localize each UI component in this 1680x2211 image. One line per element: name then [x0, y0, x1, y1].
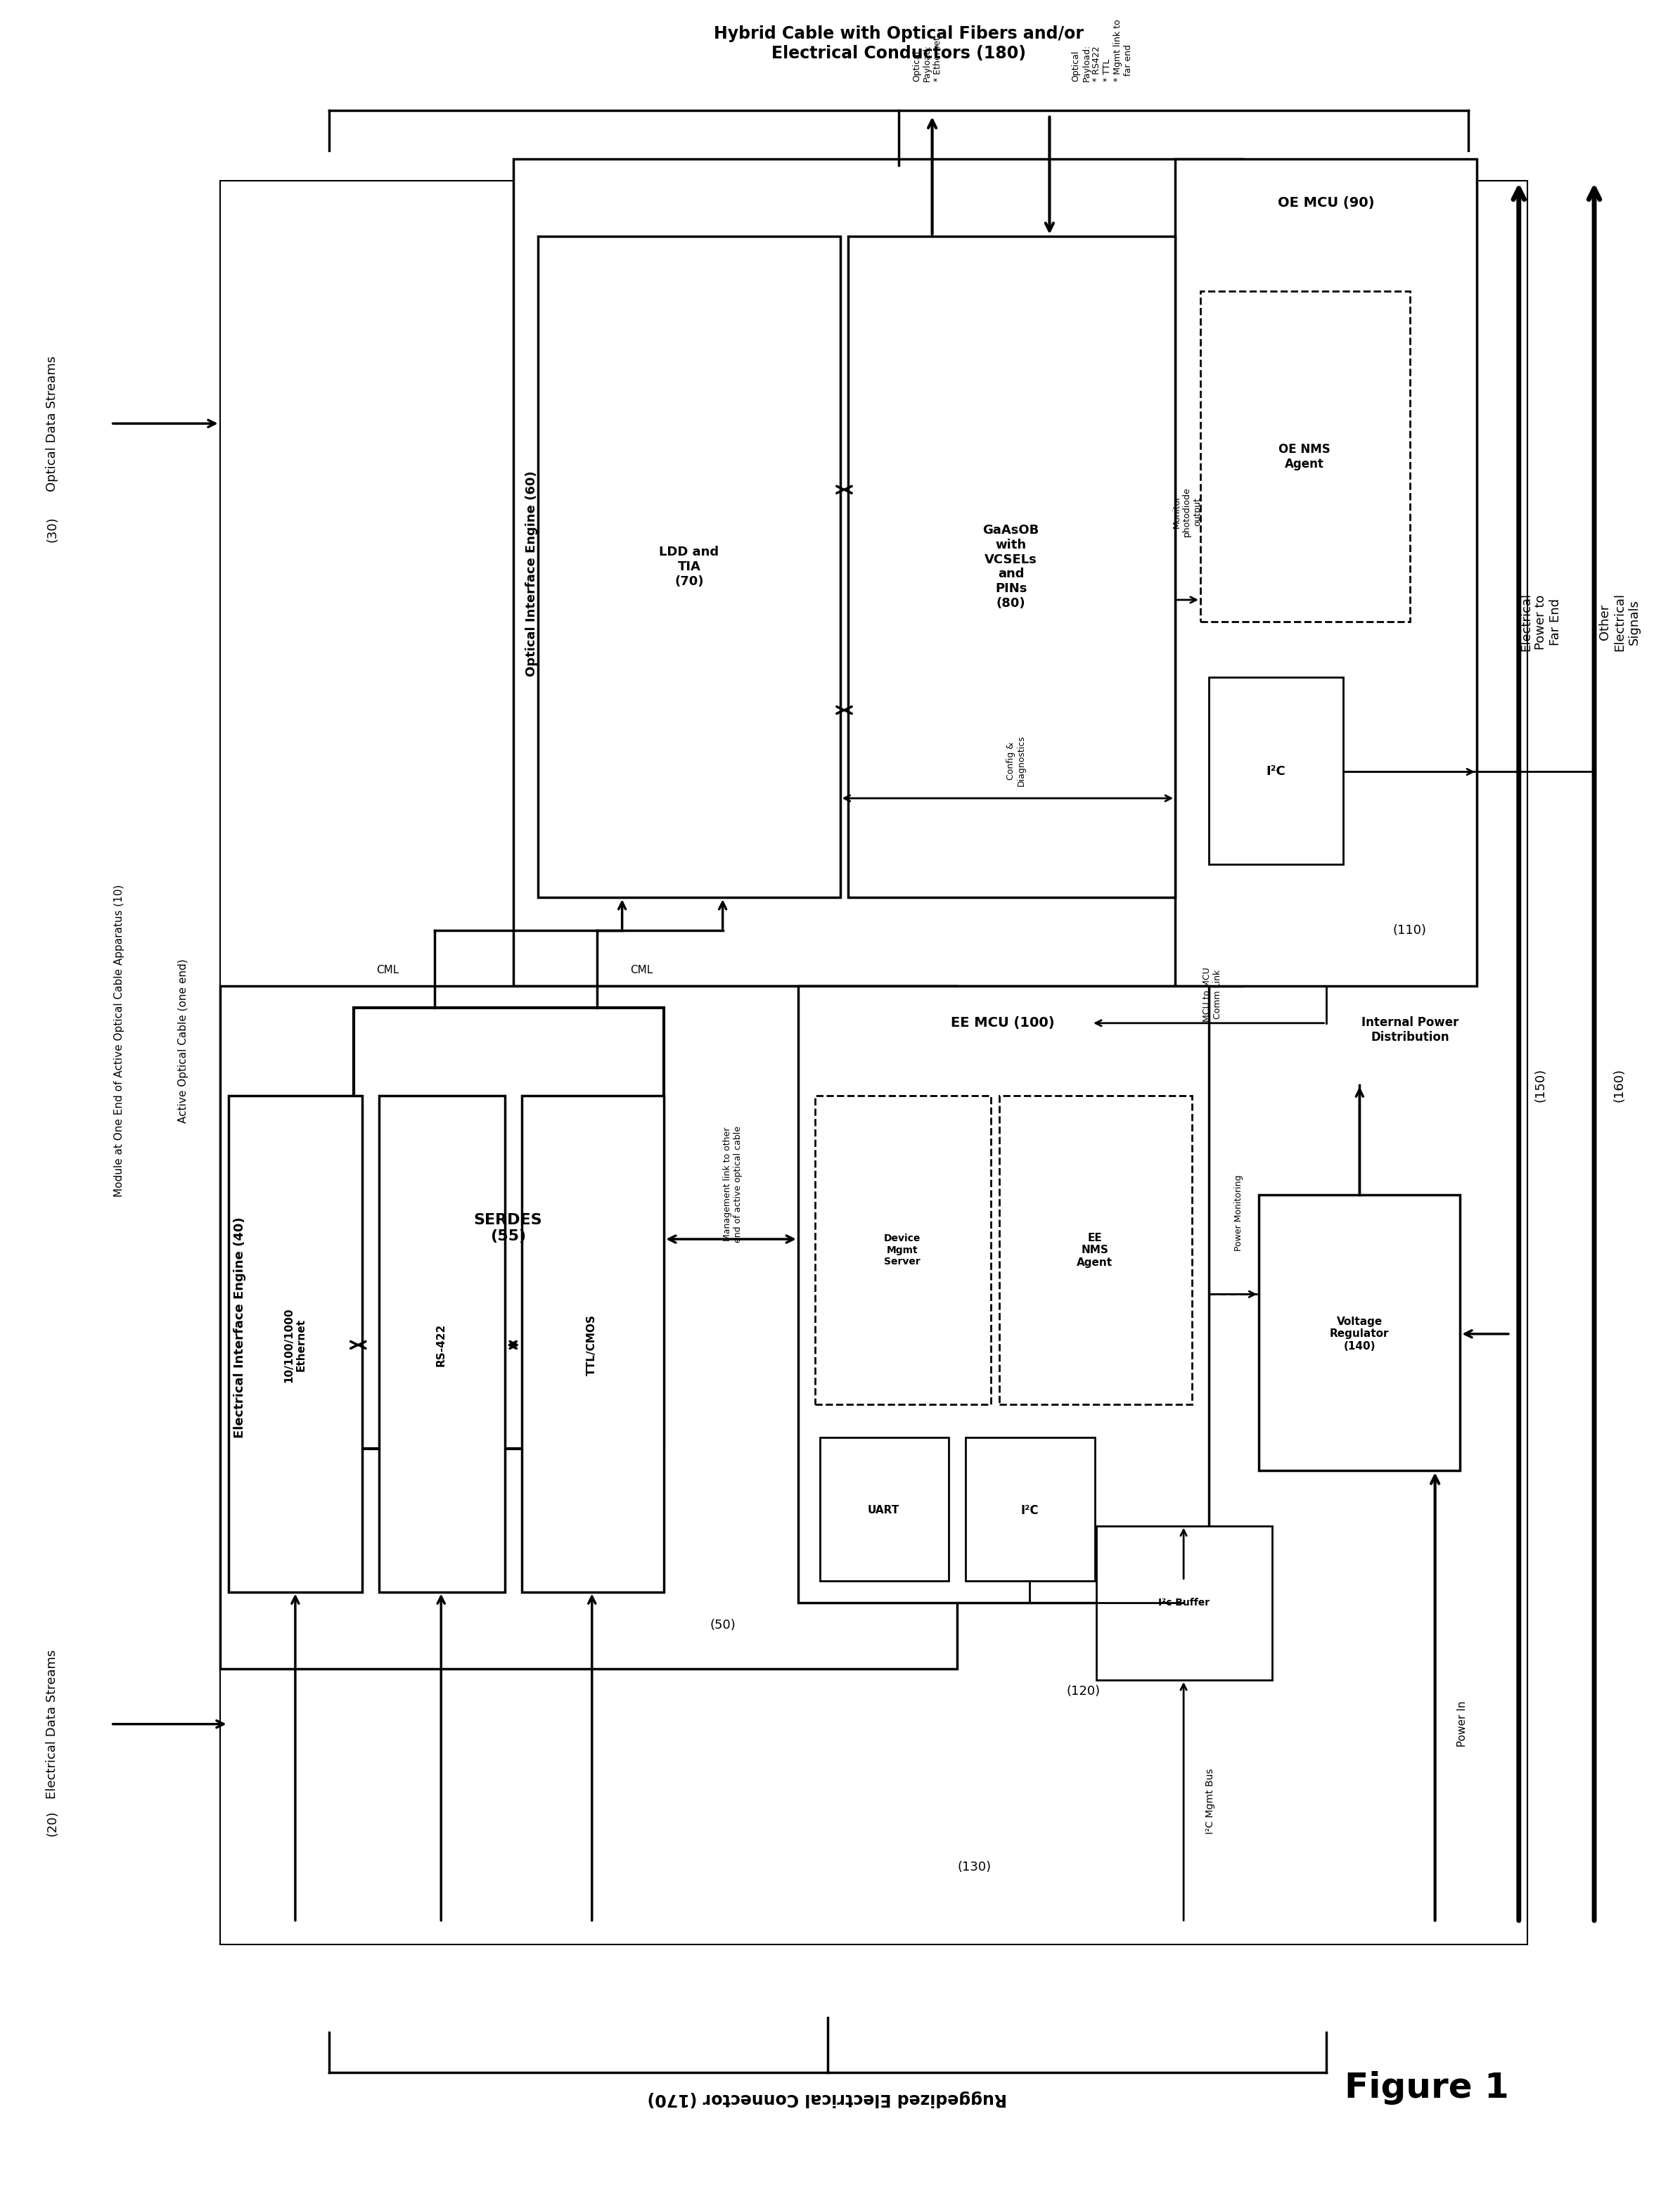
Bar [966, 1437, 1095, 1581]
Bar [848, 237, 1176, 898]
Text: TTL/CMOS: TTL/CMOS [586, 1313, 596, 1375]
Text: Electrical Interface Engine (40): Electrical Interface Engine (40) [234, 1216, 247, 1437]
Bar [1201, 292, 1410, 621]
Text: SERDES
(55): SERDES (55) [474, 1214, 543, 1243]
Bar [1097, 1526, 1272, 1680]
Text: GaAsOB
with
VCSELs
and
PINs
(80): GaAsOB with VCSELs and PINs (80) [983, 524, 1040, 610]
Bar [1000, 1097, 1193, 1404]
Text: (20): (20) [45, 1811, 59, 1835]
Text: (50): (50) [709, 1618, 736, 1632]
Text: (30): (30) [45, 517, 59, 542]
Bar [815, 1097, 991, 1404]
Text: Management link to other
end of active optical cable: Management link to other end of active o… [722, 1125, 743, 1243]
Text: OE MCU (90): OE MCU (90) [1278, 197, 1374, 210]
Text: I²c Buffer: I²c Buffer [1158, 1599, 1210, 1607]
Text: (120): (120) [1067, 1685, 1100, 1698]
Text: Power In: Power In [1457, 1700, 1467, 1747]
Text: Monitor
photodiode
output: Monitor photodiode output [1173, 486, 1203, 537]
Text: UART: UART [867, 1506, 899, 1515]
Text: OE NMS
Agent: OE NMS Agent [1278, 442, 1331, 471]
Bar [1258, 1194, 1460, 1470]
Text: Config &
Diagnostics: Config & Diagnostics [1006, 736, 1026, 787]
Text: (130): (130) [958, 1862, 991, 1873]
Bar [1208, 677, 1342, 865]
Text: Optical Data Streams: Optical Data Streams [45, 356, 59, 491]
Text: EE
NMS
Agent: EE NMS Agent [1077, 1234, 1112, 1267]
Text: I²C: I²C [1020, 1503, 1038, 1517]
Text: Hybrid Cable with Optical Fibers and/or
Electrical Conductors (180): Hybrid Cable with Optical Fibers and/or … [714, 27, 1084, 62]
Text: Optical Interface Engine (60): Optical Interface Engine (60) [526, 471, 538, 677]
Text: Other
Electrical
Signals: Other Electrical Signals [1598, 593, 1640, 652]
Bar [380, 1097, 504, 1592]
Text: I²C Mgmt Bus: I²C Mgmt Bus [1205, 1769, 1215, 1835]
Bar [538, 237, 840, 898]
Text: Electrical
Power to
Far End: Electrical Power to Far End [1520, 593, 1562, 652]
Text: Power Monitoring: Power Monitoring [1235, 1174, 1243, 1251]
Text: Device
Mgmt
Server: Device Mgmt Server [884, 1234, 921, 1267]
Text: (150): (150) [1534, 1068, 1547, 1101]
Bar [1176, 159, 1477, 986]
Text: LDD and
TIA
(70): LDD and TIA (70) [659, 546, 719, 588]
Text: Voltage
Regulator
(140): Voltage Regulator (140) [1331, 1316, 1389, 1351]
Bar [220, 181, 1527, 1943]
Text: Optical
Payload:
* Ethernet: Optical Payload: * Ethernet [912, 38, 942, 82]
Bar [820, 1437, 949, 1581]
Text: EE MCU (100): EE MCU (100) [951, 1017, 1055, 1030]
Text: MCU to MCU
Comm Link: MCU to MCU Comm Link [1203, 966, 1221, 1021]
Text: CML: CML [376, 964, 400, 975]
Text: Optical
Payload:
* RS422
* TTL
* Mgmt link to
  far end: Optical Payload: * RS422 * TTL * Mgmt li… [1072, 20, 1134, 82]
Text: RS-422: RS-422 [435, 1324, 447, 1366]
Text: Ruggedized Electrical Connector (170): Ruggedized Electrical Connector (170) [647, 2089, 1008, 2107]
Bar [220, 986, 958, 1669]
Bar [512, 159, 1242, 986]
Text: Active Optical Cable (one end): Active Optical Cable (one end) [178, 960, 188, 1123]
Text: (110): (110) [1393, 924, 1426, 937]
Text: (160): (160) [1613, 1068, 1626, 1101]
Text: Electrical Data Streams: Electrical Data Streams [45, 1649, 59, 1800]
Text: Internal Power
Distribution: Internal Power Distribution [1361, 1017, 1458, 1044]
Text: 10/100/1000
Ethernet: 10/100/1000 Ethernet [284, 1307, 307, 1382]
Text: I²C: I²C [1267, 765, 1285, 778]
Bar [228, 1097, 363, 1592]
Text: Figure 1: Figure 1 [1344, 2072, 1509, 2105]
Text: Module at One End of Active Optical Cable Apparatus (10): Module at One End of Active Optical Cabl… [114, 884, 124, 1196]
Bar [354, 1008, 664, 1448]
Text: CML: CML [630, 964, 654, 975]
Bar [798, 986, 1208, 1603]
Bar [521, 1097, 664, 1592]
